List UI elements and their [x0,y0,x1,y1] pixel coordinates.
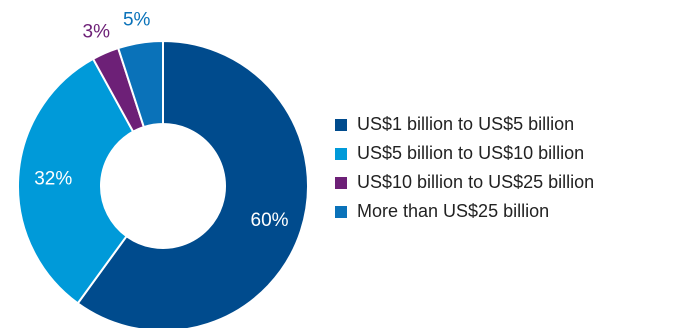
legend-label: US$1 billion to US$5 billion [357,114,575,134]
legend-label: US$10 billion to US$25 billion [357,172,595,192]
donut-slice [116,39,164,129]
legend-label: More than US$25 billion [357,201,550,221]
donut-slice [76,39,309,328]
legend-item: More than US$25 billion [335,201,594,222]
slice-value-label: 5% [123,10,151,31]
chart-legend: US$1 billion to US$5 billion US$5 billio… [335,114,594,230]
legend-item: US$10 billion to US$25 billion [335,172,594,193]
donut-slice [17,57,135,305]
slice-value-label: 60% [251,210,289,231]
legend-item: US$5 billion to US$10 billion [335,143,594,164]
legend-swatch [335,118,347,131]
slice-value-label: 32% [34,169,72,190]
legend-swatch [335,205,347,218]
donut-chart: 60% 32% 3% 5% [17,10,309,328]
legend-label: US$5 billion to US$10 billion [357,143,585,163]
legend-swatch [335,176,347,189]
legend-swatch [335,147,347,160]
slice-value-label: 3% [83,21,111,42]
legend-item: US$1 billion to US$5 billion [335,114,594,135]
